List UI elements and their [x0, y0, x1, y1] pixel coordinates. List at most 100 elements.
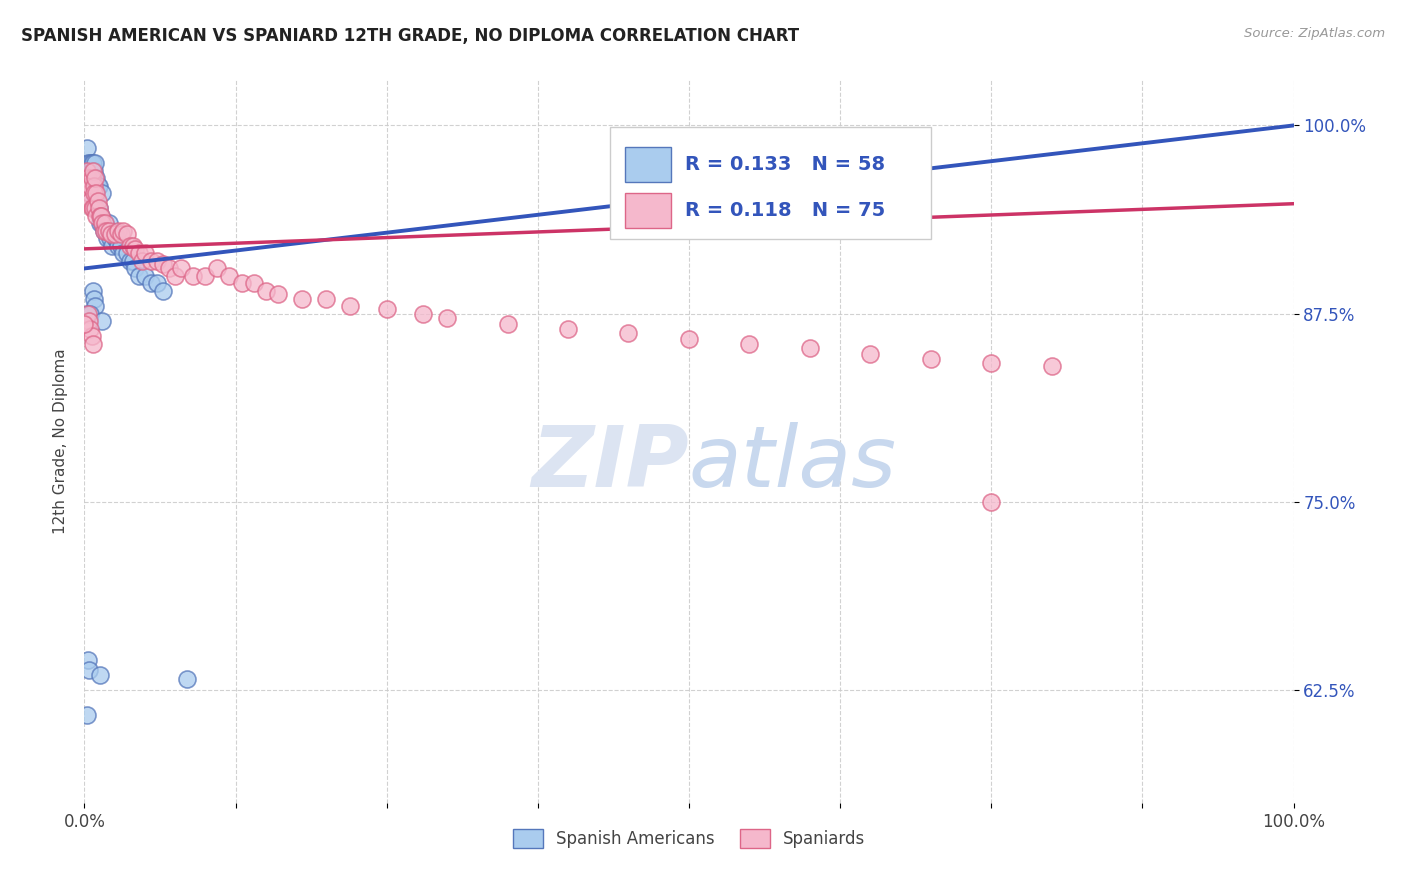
Point — [76, 307, 98, 321]
Text: ZIP: ZIP — [531, 422, 689, 505]
Point — [77, 314, 100, 328]
Point — [267, 287, 290, 301]
Point — [93, 224, 115, 238]
Point — [146, 254, 169, 268]
Point — [104, 227, 127, 241]
Point — [82, 163, 104, 178]
Bar — [624, 193, 671, 227]
Point — [124, 261, 146, 276]
Point — [76, 708, 98, 723]
Point — [76, 163, 98, 178]
Point — [110, 227, 132, 241]
Point — [617, 326, 640, 341]
Point — [76, 141, 98, 155]
Point — [128, 268, 150, 283]
Point — [91, 216, 114, 230]
Point — [738, 336, 761, 351]
Point — [231, 277, 253, 291]
Point — [496, 317, 519, 331]
Point — [112, 224, 135, 238]
Point — [80, 201, 103, 215]
Point — [94, 224, 117, 238]
Point — [128, 246, 150, 260]
Point — [83, 163, 105, 178]
Point — [315, 292, 337, 306]
Legend: Spanish Americans, Spaniards: Spanish Americans, Spaniards — [506, 822, 872, 855]
Point — [94, 216, 117, 230]
Point — [97, 224, 120, 238]
Point — [181, 268, 204, 283]
Point — [94, 216, 117, 230]
Point — [77, 186, 100, 201]
Point — [165, 268, 187, 283]
Point — [291, 292, 314, 306]
Point — [87, 201, 110, 215]
Point — [207, 261, 229, 276]
Point — [412, 307, 434, 321]
Point — [107, 239, 129, 253]
Point — [84, 178, 107, 193]
Point — [86, 194, 108, 208]
Point — [79, 307, 101, 321]
Point — [84, 201, 107, 215]
Point — [124, 242, 146, 256]
Point — [152, 257, 174, 271]
Point — [110, 239, 132, 253]
Point — [920, 351, 942, 366]
Point — [131, 254, 153, 268]
Point — [242, 277, 264, 291]
Point — [86, 209, 108, 223]
Point — [104, 231, 127, 245]
Point — [87, 201, 110, 215]
Point — [86, 178, 108, 193]
Point — [91, 216, 114, 230]
Point — [83, 186, 105, 201]
Point — [89, 209, 111, 223]
Point — [101, 239, 124, 253]
Point — [79, 321, 101, 335]
Point — [79, 178, 101, 193]
Point — [79, 156, 101, 170]
Point — [91, 314, 114, 328]
Text: R = 0.133   N = 58: R = 0.133 N = 58 — [685, 155, 886, 174]
Point — [86, 186, 108, 201]
Point — [678, 332, 700, 346]
Point — [115, 227, 138, 241]
Point — [77, 163, 100, 178]
Point — [176, 673, 198, 687]
Point — [134, 268, 156, 283]
Point — [89, 216, 111, 230]
Point — [83, 292, 105, 306]
Y-axis label: 12th Grade, No Diploma: 12th Grade, No Diploma — [52, 349, 67, 534]
Point — [80, 171, 103, 186]
Point — [83, 171, 105, 186]
Point — [77, 171, 100, 186]
Point — [91, 186, 114, 201]
Point — [375, 302, 398, 317]
Point — [77, 653, 100, 667]
Point — [121, 254, 143, 268]
Point — [87, 178, 110, 193]
Point — [80, 178, 103, 193]
Point — [799, 341, 821, 355]
Point — [90, 209, 112, 223]
Point — [139, 277, 162, 291]
Point — [77, 178, 100, 193]
Point — [73, 317, 96, 331]
Point — [77, 171, 100, 186]
Point — [120, 239, 142, 253]
Point — [254, 284, 277, 298]
Text: R = 0.118   N = 75: R = 0.118 N = 75 — [685, 201, 886, 219]
Point — [79, 186, 101, 201]
Point — [89, 668, 111, 682]
Point — [97, 216, 120, 230]
Point — [112, 246, 135, 260]
Point — [557, 321, 579, 335]
Point — [107, 224, 129, 238]
Point — [134, 246, 156, 260]
Point — [98, 231, 121, 245]
Point — [1040, 359, 1063, 374]
Point — [980, 495, 1002, 509]
Point — [93, 224, 115, 238]
Point — [80, 329, 103, 343]
